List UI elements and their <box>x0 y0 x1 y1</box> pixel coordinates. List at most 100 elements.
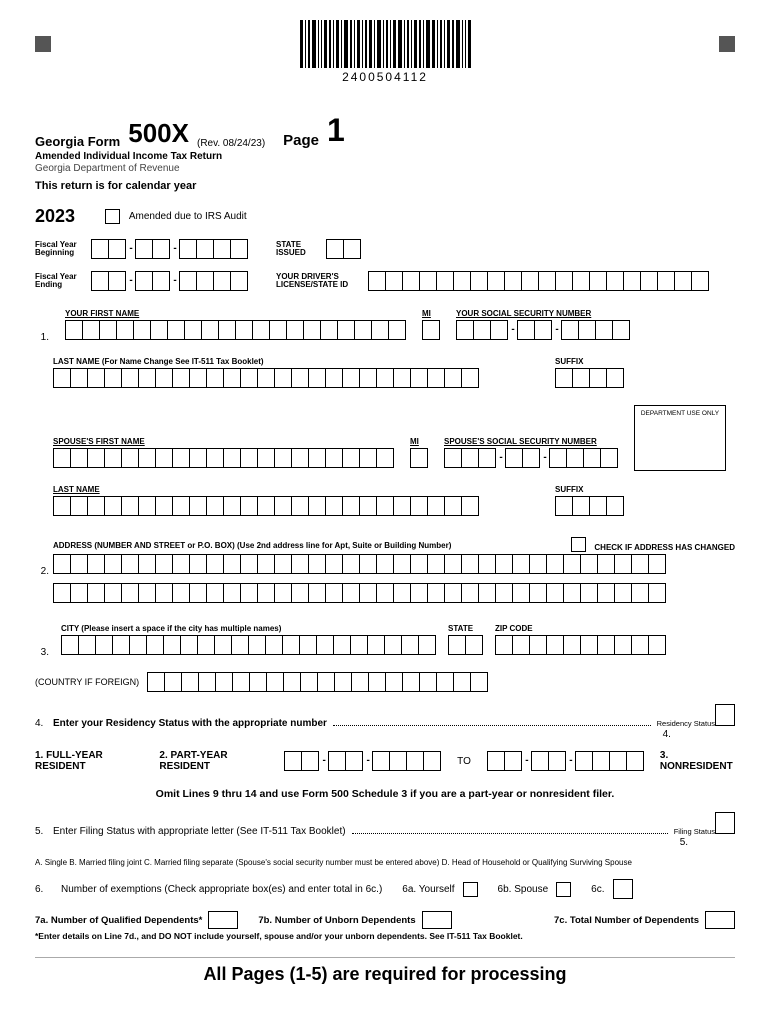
total-dependents-input[interactable] <box>705 911 735 929</box>
unborn-dependents-input[interactable] <box>422 911 452 929</box>
footer-note: All Pages (1-5) are required for process… <box>35 957 735 985</box>
sp-first-label: SPOUSE'S FIRST NAME <box>53 437 394 446</box>
line-5-text: Enter Filing Status with appropriate let… <box>53 826 346 837</box>
fy-end-input[interactable]: - - <box>91 271 248 291</box>
line-6-text: Number of exemptions (Check appropriate … <box>61 884 382 895</box>
address-line2-input[interactable] <box>53 583 666 603</box>
first-name-label: YOUR FIRST NAME <box>65 309 406 318</box>
address-line1-input[interactable] <box>53 554 666 574</box>
form-revision: (Rev. 08/24/23) <box>197 138 265 149</box>
form-subtitle: Amended Individual Income Tax Return <box>35 151 735 162</box>
state-issued-label: STATE ISSUED <box>276 241 316 258</box>
line-4-text: Enter your Residency Status with the app… <box>53 718 327 729</box>
line-7-note: *Enter details on Line 7d., and DO NOT i… <box>35 931 735 941</box>
form-header: Georgia Form 500X (Rev. 08/24/23) Page 1 <box>35 112 735 149</box>
zip-label: ZIP CODE <box>495 624 666 633</box>
line-7b-label: 7b. Number of Unborn Dependents <box>258 915 415 926</box>
sp-last-label: LAST NAME <box>53 485 479 494</box>
to-label: TO <box>457 756 471 767</box>
align-mark-tr <box>719 36 735 52</box>
sp-suffix-label: SUFFIX <box>555 485 624 494</box>
sp-mi-label: MI <box>410 437 428 446</box>
line-6a-label: 6a. Yourself <box>402 884 454 895</box>
addr-changed-checkbox[interactable] <box>571 537 586 552</box>
line-3-number: 3. <box>35 647 49 658</box>
fy-begin-input[interactable]: - - <box>91 239 248 259</box>
align-mark-tl <box>35 36 51 52</box>
dept-use-label: DEPARTMENT USE ONLY <box>641 410 719 417</box>
sp-suffix-input[interactable] <box>555 496 624 516</box>
form-page: 2400504112 Georgia Form 500X (Rev. 08/24… <box>0 0 770 995</box>
sp-last-input[interactable] <box>53 496 479 516</box>
line-7a-label: 7a. Number of Qualified Dependents* <box>35 915 202 926</box>
country-input[interactable] <box>147 672 488 692</box>
form-agency: Georgia Department of Revenue <box>35 163 735 174</box>
ssn-input[interactable]: - - <box>456 320 630 340</box>
page-number: 1 <box>327 112 345 149</box>
state-field-label: STATE <box>448 624 483 633</box>
state-issued-input[interactable] <box>326 239 361 259</box>
spouse-checkbox[interactable] <box>556 882 571 897</box>
page-label: Page <box>283 132 319 149</box>
license-input[interactable] <box>368 271 709 291</box>
sp-ssn-label: SPOUSE'S SOCIAL SECURITY NUMBER <box>444 437 618 446</box>
fy-end-label: Fiscal Year Ending <box>35 273 81 290</box>
first-name-input[interactable] <box>65 320 406 340</box>
last-name-label: LAST NAME (For Name Change See IT-511 Ta… <box>53 357 479 366</box>
ssn-label: YOUR SOCIAL SECURITY NUMBER <box>456 309 630 318</box>
line-5-number: 5. <box>35 826 53 837</box>
residency-opt-3: 3. NONRESIDENT <box>660 750 735 772</box>
residency-status-input[interactable] <box>715 704 735 726</box>
zip-input[interactable] <box>495 635 666 655</box>
state-input[interactable] <box>448 635 483 655</box>
exemptions-total-input[interactable] <box>613 879 633 899</box>
address-label: ADDRESS (NUMBER AND STREET or P.O. BOX) … <box>53 541 563 550</box>
amended-irs-label: Amended due to IRS Audit <box>129 211 247 222</box>
form-state-label: Georgia Form <box>35 134 120 149</box>
tax-year: 2023 <box>35 206 75 227</box>
line-7c-label: 7c. Total Number of Dependents <box>554 915 699 926</box>
barcode-number: 2400504112 <box>299 70 472 84</box>
residency-opt-2: 2. PART-YEAR RESIDENT <box>159 750 268 772</box>
form-number: 500X <box>128 118 189 149</box>
city-label: CITY (Please insert a space if the city … <box>61 624 436 633</box>
city-input[interactable] <box>61 635 436 655</box>
license-label: YOUR DRIVER'S LICENSE/STATE ID <box>276 273 358 290</box>
residency-opt-1: 1. FULL-YEAR RESIDENT <box>35 750 143 772</box>
barcode-bars <box>299 20 472 68</box>
filing-status-label: Filing Status <box>674 827 715 836</box>
line-1-number: 1. <box>35 332 49 343</box>
sp-mi-input[interactable] <box>410 448 428 468</box>
line-6b-label: 6b. Spouse <box>498 884 549 895</box>
part-year-from-input[interactable]: - - <box>284 751 441 771</box>
dotted-leader <box>352 832 668 834</box>
country-label: (COUNTRY IF FOREIGN) <box>35 677 139 687</box>
part-year-to-input[interactable]: - - <box>487 751 644 771</box>
line-4-endnum: 4. <box>663 729 671 740</box>
yourself-checkbox[interactable] <box>463 882 478 897</box>
line-6c-label: 6c. <box>591 884 604 895</box>
mi-input[interactable] <box>422 320 440 340</box>
line-4-number: 4. <box>35 718 53 729</box>
residency-status-label: Residency Status <box>657 719 715 728</box>
omit-note: Omit Lines 9 thru 14 and use Form 500 Sc… <box>35 788 735 800</box>
addr-changed-label: CHECK IF ADDRESS HAS CHANGED <box>594 544 735 552</box>
barcode: 2400504112 <box>35 20 735 84</box>
filing-status-input[interactable] <box>715 812 735 834</box>
calendar-year-line: This return is for calendar year <box>35 180 735 192</box>
line-6-number: 6. <box>35 884 53 895</box>
dept-use-box: DEPARTMENT USE ONLY <box>634 405 726 471</box>
line-5-endnum: 5. <box>680 837 688 848</box>
line-2-number: 2. <box>35 566 49 577</box>
sp-ssn-input[interactable]: - - <box>444 448 618 468</box>
suffix-input[interactable] <box>555 368 624 388</box>
last-name-input[interactable] <box>53 368 479 388</box>
suffix-label: SUFFIX <box>555 357 624 366</box>
fy-begin-label: Fiscal Year Beginning <box>35 241 81 258</box>
filing-status-options: A. Single B. Married filing joint C. Mar… <box>35 858 735 867</box>
amended-irs-checkbox[interactable] <box>105 209 120 224</box>
mi-label: MI <box>422 309 440 318</box>
dotted-leader <box>333 724 651 726</box>
sp-first-input[interactable] <box>53 448 394 468</box>
qualified-dependents-input[interactable] <box>208 911 238 929</box>
